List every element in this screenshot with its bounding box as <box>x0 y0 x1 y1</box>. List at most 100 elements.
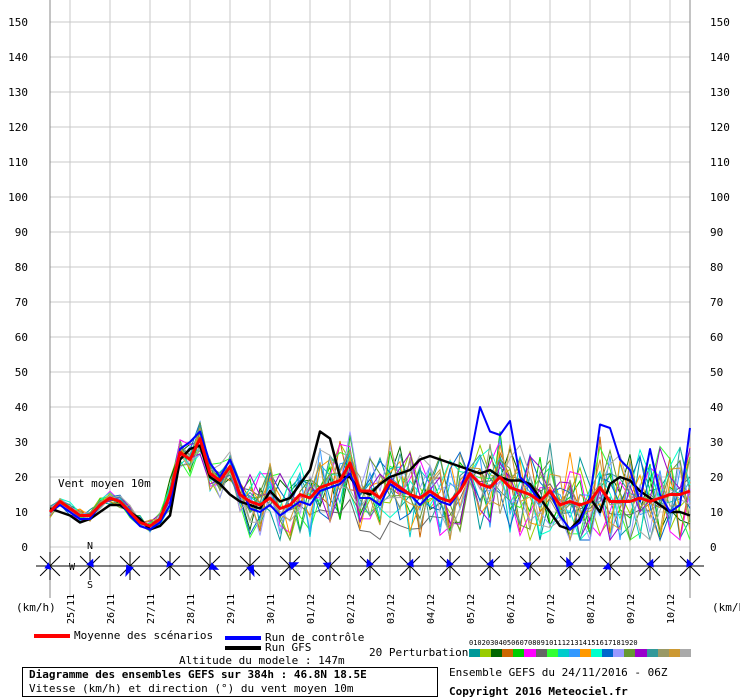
legend-mean: Moyenne des scénarios <box>34 629 213 642</box>
perturbation-key-17 <box>646 649 658 657</box>
x-tick-label: 27/11 <box>146 594 157 624</box>
wind-rose <box>236 552 264 580</box>
perturbation-key-16 <box>635 649 647 657</box>
perturbation-key-01 <box>469 649 481 657</box>
perturbation-key-02 <box>480 649 492 657</box>
legend-control-label: Run de contrôle <box>265 631 365 644</box>
wind-rose <box>516 552 544 580</box>
wind-petal <box>602 562 612 570</box>
wind-rose <box>476 552 504 580</box>
altitude-label: Altitude du modele : 147m <box>179 654 345 667</box>
wind-rose <box>556 552 584 580</box>
perturbation-line-16 <box>49 446 691 542</box>
y-tick-right: 150 <box>710 16 730 29</box>
perturbation-key-08 <box>546 649 558 657</box>
perturbation-key-18 <box>657 649 669 657</box>
wind-petal <box>686 558 694 568</box>
wind-rose <box>396 552 424 580</box>
y-tick-left: 20 <box>15 471 28 484</box>
wind-petal <box>406 558 414 568</box>
y-tick-left: 130 <box>8 86 28 99</box>
x-tick-label: 03/12 <box>386 594 397 624</box>
wind-petal <box>208 562 220 570</box>
gfs-swatch <box>225 646 261 650</box>
x-tick-label: 29/11 <box>226 594 237 624</box>
x-tick-label: 28/11 <box>186 594 197 624</box>
legend-gfs: Run GFS <box>225 641 311 654</box>
wind-rose <box>436 552 464 580</box>
y-tick-right: 0 <box>710 541 717 554</box>
mean-line <box>48 437 691 528</box>
mean-swatch <box>34 634 70 638</box>
perturbation-numbers: 0102030405060708091011121314151617181920 <box>469 639 638 647</box>
perturbation-key-06 <box>524 649 536 657</box>
chart-title: Diagramme des ensembles GEFS sur 384h : … <box>29 668 367 681</box>
y-tick-left: 30 <box>15 436 28 449</box>
perturbation-key-15 <box>624 649 636 657</box>
copyright: Copyright 2016 Meteociel.fr <box>449 685 628 698</box>
x-tick-label: 25/11 <box>66 594 77 624</box>
wind-rose <box>116 552 144 580</box>
wind-petal <box>44 562 52 570</box>
chart-subtitle: Vitesse (km/h) et direction (°) du vent … <box>29 682 354 695</box>
x-tick-label: 08/12 <box>586 594 597 624</box>
perturbation-key-20 <box>679 649 691 657</box>
y-tick-left: 0 <box>21 541 28 554</box>
wind-rose <box>636 552 664 580</box>
wind-petal <box>86 558 94 568</box>
x-tick-label: 30/11 <box>266 594 277 624</box>
perturbation-key-03 <box>491 649 503 657</box>
x-tick-label: 01/12 <box>306 594 317 624</box>
x-tick-label: 26/11 <box>106 594 117 624</box>
perturbation-color-key <box>469 649 691 657</box>
y-tick-right: 50 <box>710 366 723 379</box>
main-series <box>48 406 691 531</box>
y-tick-right: 60 <box>710 331 723 344</box>
perturbation-key-09 <box>557 649 569 657</box>
run-info: Ensemble GEFS du 24/11/2016 - 06Z <box>449 666 668 679</box>
y-tick-left: 10 <box>15 506 28 519</box>
y-tick-left: 50 <box>15 366 28 379</box>
y-tick-left: 150 <box>8 16 28 29</box>
y-tick-right: 80 <box>710 261 723 274</box>
inline-series-label: Vent moyen 10m <box>58 477 151 490</box>
legend-perturbations: 20 Perturbations <box>369 646 475 659</box>
info-box: Diagramme des ensembles GEFS sur 384h : … <box>22 667 438 697</box>
y-tick-left: 100 <box>8 191 28 204</box>
perturbation-key-14 <box>613 649 625 657</box>
wind-petal <box>366 558 374 568</box>
perturbation-key-04 <box>502 649 514 657</box>
wind-rose <box>316 552 344 580</box>
control-swatch <box>225 636 261 640</box>
x-axis-labels: 25/11 26/11 27/11 28/11 29/11 30/11 01/12 02/12… <box>66 594 677 624</box>
wind-rose <box>76 552 104 580</box>
legend-gfs-label: Run GFS <box>265 641 312 654</box>
compass-letter: N <box>87 541 93 552</box>
y-tick-left: 110 <box>8 156 28 169</box>
x-tick-label: 05/12 <box>466 594 477 624</box>
wind-rose <box>596 552 624 580</box>
control-line <box>49 406 691 531</box>
x-tick-label: 04/12 <box>426 594 437 624</box>
y-tick-right: 130 <box>710 86 730 99</box>
x-tick-label: 10/12 <box>666 594 677 624</box>
y-tick-left: 80 <box>15 261 28 274</box>
perturbation-key-19 <box>668 649 680 657</box>
y-tick-right: 30 <box>710 436 723 449</box>
y-tick-right: 100 <box>710 191 730 204</box>
y-tick-left: 70 <box>15 296 28 309</box>
y-tick-right: 110 <box>710 156 730 169</box>
wind-petal <box>166 560 174 568</box>
left-unit-label: (km/h) <box>16 601 56 614</box>
y-tick-left: 60 <box>15 331 28 344</box>
right-unit-label: (km/h) <box>712 601 740 614</box>
y-tick-left: 40 <box>15 401 28 414</box>
perturbation-key-13 <box>602 649 614 657</box>
wind-petal <box>288 562 300 570</box>
wind-petal <box>522 562 532 570</box>
wind-petal <box>322 562 332 570</box>
y-tick-left: 140 <box>8 51 28 64</box>
y-tick-left: 120 <box>8 121 28 134</box>
